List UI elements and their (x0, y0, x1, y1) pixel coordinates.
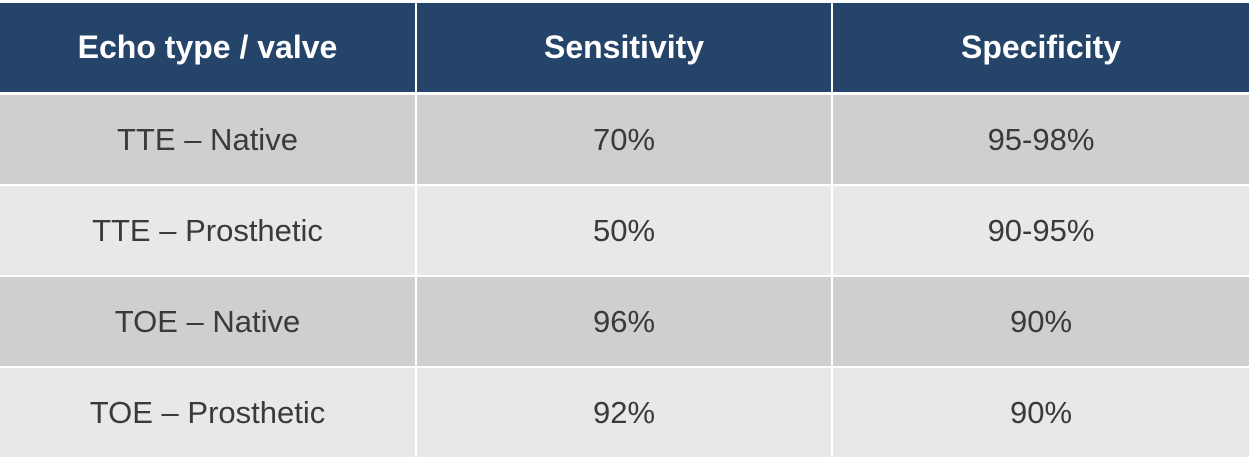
table-row: TTE – Native 70% 95-98% (0, 93, 1249, 186)
table-row: TOE – Prosthetic 92% 90% (0, 367, 1249, 457)
cell-echo-type: TOE – Native (0, 276, 417, 368)
table-row: TOE – Native 96% 90% (0, 276, 1249, 368)
cell-sensitivity: 96% (416, 276, 833, 368)
cell-specificity: 95-98% (832, 93, 1249, 186)
header-specificity: Specificity (832, 3, 1249, 95)
table-header-row: Echo type / valve Sensitivity Specificit… (0, 3, 1249, 95)
cell-specificity: 90% (832, 276, 1249, 368)
header-echo-type: Echo type / valve (0, 3, 417, 95)
cell-echo-type: TTE – Prosthetic (0, 185, 417, 277)
cell-echo-type: TTE – Native (0, 93, 417, 186)
cell-sensitivity: 50% (416, 185, 833, 277)
cell-sensitivity: 70% (416, 93, 833, 186)
cell-specificity: 90% (832, 367, 1249, 457)
cell-sensitivity: 92% (416, 367, 833, 457)
echo-comparison-table: Echo type / valve Sensitivity Specificit… (0, 3, 1249, 457)
cell-echo-type: TOE – Prosthetic (0, 367, 417, 457)
echo-comparison-table-container: Echo type / valve Sensitivity Specificit… (0, 3, 1249, 459)
cell-specificity: 90-95% (832, 185, 1249, 277)
table-row: TTE – Prosthetic 50% 90-95% (0, 185, 1249, 277)
header-sensitivity: Sensitivity (416, 3, 833, 95)
